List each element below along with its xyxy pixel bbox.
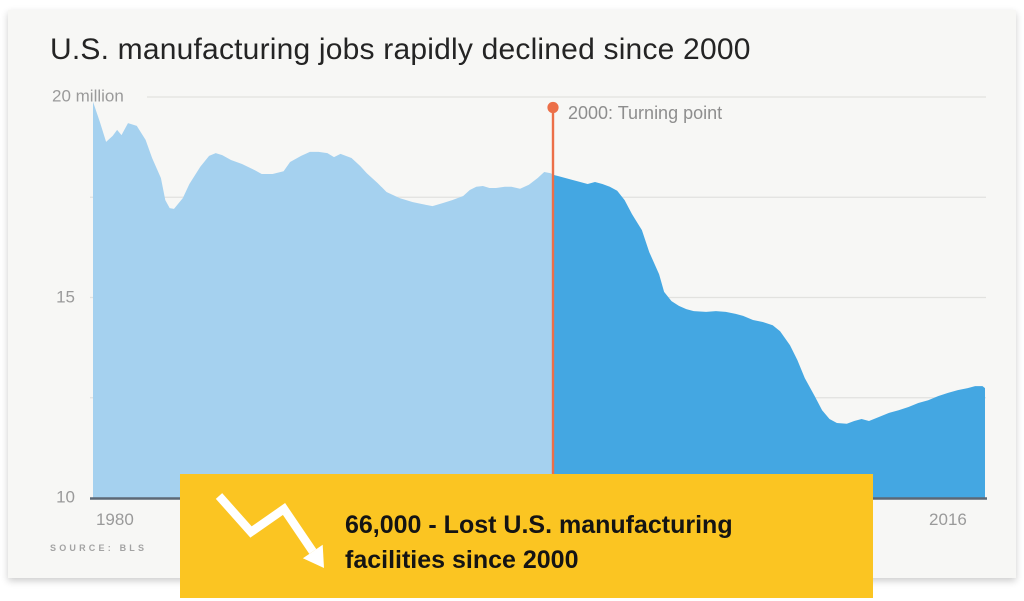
fact-line-2: facilities since 2000	[345, 546, 579, 574]
y-axis-label-15: 15	[56, 287, 75, 307]
trend-down-arrow-icon	[215, 493, 324, 568]
source-note: SOURCE: BLS	[50, 543, 148, 553]
fact-text: 66,000 - Lost U.S. manufacturing facilit…	[345, 508, 733, 578]
x-axis-label-1980: 1980	[95, 510, 134, 529]
fact-line-1: 66,000 - Lost U.S. manufacturing	[345, 511, 733, 539]
chart-title: U.S. manufacturing jobs rapidly declined…	[50, 33, 751, 66]
turning-point-label: 2000: Turning point	[568, 103, 723, 123]
y-axis-label-10: 10	[56, 487, 75, 507]
x-axis-label-2016: 2016	[929, 510, 967, 529]
y-axis-label-20: 20 million	[52, 86, 124, 106]
fact-banner: 66,000 - Lost U.S. manufacturing facilit…	[180, 474, 873, 598]
